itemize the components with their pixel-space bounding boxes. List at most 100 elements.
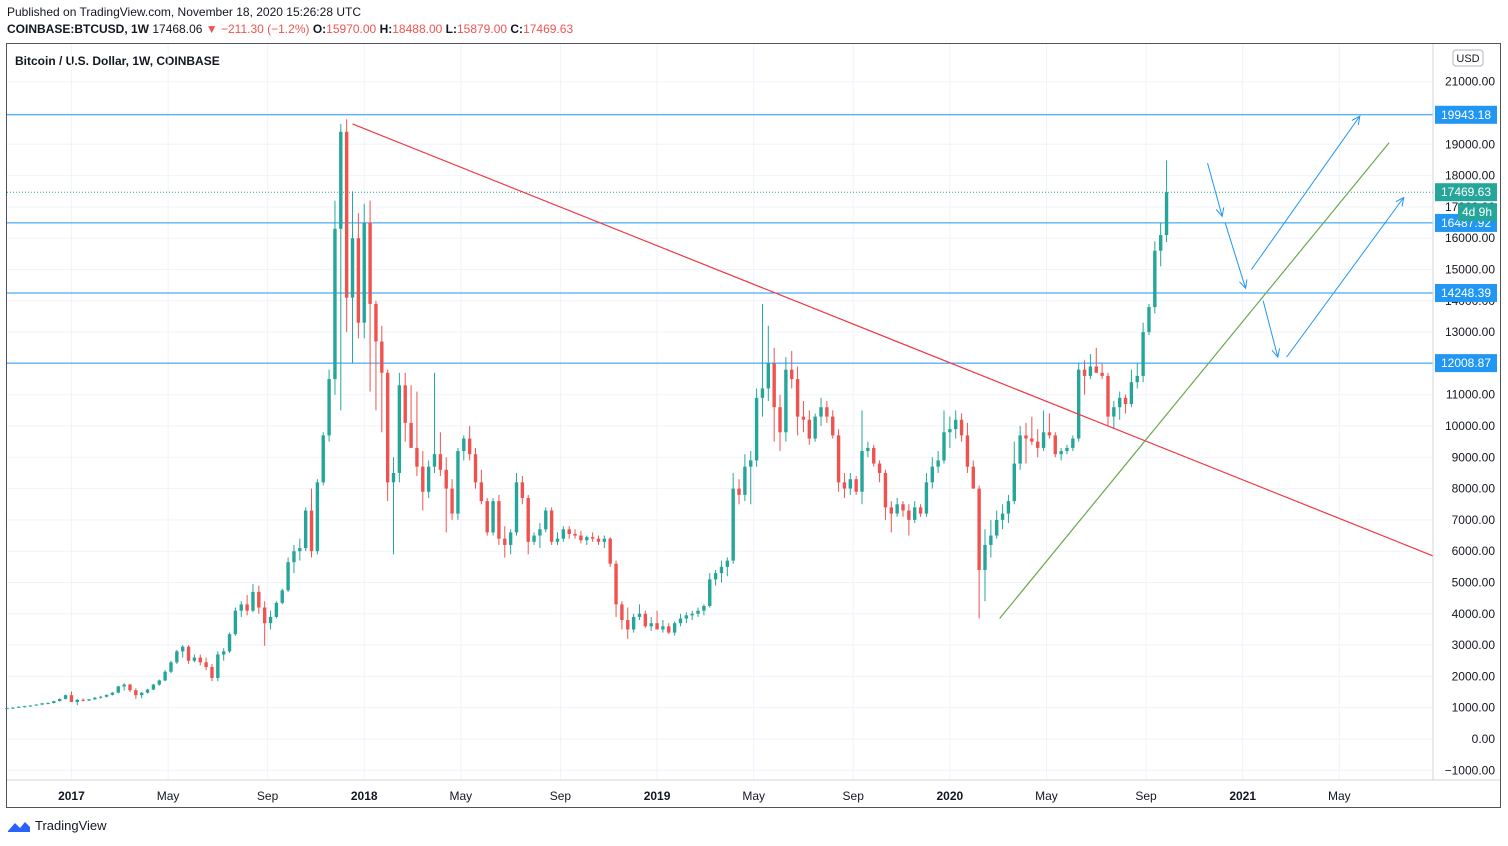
candle-body <box>69 695 74 703</box>
price-tick-label: 7000.00 <box>1452 513 1496 527</box>
candle-body <box>403 385 407 423</box>
low-value: 15879.00 <box>456 22 508 36</box>
level-badge <box>1435 354 1497 373</box>
price-tick-label: 11000.00 <box>1446 388 1495 402</box>
candle-body <box>918 507 923 514</box>
candle-body <box>11 707 15 709</box>
candle-body <box>473 454 478 483</box>
projection-arrow-line <box>1286 197 1405 358</box>
candle-body <box>913 507 917 520</box>
candle-body <box>1024 435 1028 439</box>
time-tick-label: May <box>1035 789 1058 803</box>
candle-body <box>333 228 337 380</box>
candle-body <box>813 416 817 439</box>
candle-body <box>684 615 689 619</box>
candle-body <box>848 479 853 489</box>
candle-body <box>415 447 419 467</box>
candle-body <box>75 699 79 703</box>
candle-body <box>608 538 612 564</box>
price-tick-label: −1000.00 <box>1445 763 1496 777</box>
candle-body <box>1053 435 1057 455</box>
candle-body <box>538 529 542 536</box>
candle-body <box>948 429 952 433</box>
time-axis[interactable]: 2017 May Sep 2018 May Sep 2019 May Sep 2020 May Sep… <box>58 789 1351 803</box>
candle-body <box>801 416 806 420</box>
candle-body <box>895 504 899 514</box>
candle-body <box>262 607 267 624</box>
candle-body <box>995 519 999 536</box>
candle-body <box>708 579 712 606</box>
candle-body <box>339 131 343 229</box>
candle-body <box>596 538 601 542</box>
chart-title: Bitcoin / U.S. Dollar, 1W, COINBASE <box>15 54 220 68</box>
footer-brand: TradingView <box>7 818 107 833</box>
level-badge <box>1435 284 1497 303</box>
candle-body <box>1065 447 1069 452</box>
candle-body <box>825 407 829 417</box>
candle-body <box>573 533 577 536</box>
candle-body <box>1059 451 1063 455</box>
price-axis[interactable]: 21000.0020000.0019000.0018000.0017000.00… <box>1445 75 1496 778</box>
candle-body <box>1135 375 1139 383</box>
candle-body <box>198 657 202 663</box>
candle-body <box>479 482 484 502</box>
candle-body <box>977 488 981 570</box>
open-label: O: <box>312 22 327 36</box>
candle-body <box>1153 250 1157 308</box>
time-tick-label: May <box>1328 789 1351 803</box>
candle-body <box>1164 192 1169 236</box>
candle-body <box>139 692 144 696</box>
tradingview-logo-icon <box>8 821 30 832</box>
candle-body <box>678 618 683 624</box>
projection-arrow-line <box>1207 162 1223 217</box>
candle-body <box>719 566 724 574</box>
price-tick-label: 15000.00 <box>1445 263 1495 277</box>
candle-body <box>186 646 191 661</box>
candle-body <box>17 706 21 708</box>
currency-badge[interactable]: USD <box>1452 49 1484 67</box>
candle-body <box>1094 366 1098 373</box>
candle-body <box>450 488 454 514</box>
price-tick-label: 18000.00 <box>1445 169 1495 183</box>
candle-body <box>626 620 630 630</box>
candle-body <box>1012 463 1016 502</box>
level-badge-label: 14248.39 <box>1441 286 1491 300</box>
close-label: C: <box>510 22 524 36</box>
trend-line-resistance <box>352 123 1434 557</box>
candle-body <box>116 686 120 693</box>
price-tick-label: 4000.00 <box>1452 607 1496 621</box>
time-tick-label: May <box>450 789 473 803</box>
candle-body <box>292 551 296 563</box>
candle-body <box>620 604 624 621</box>
candle-body <box>1071 438 1075 448</box>
candle-body <box>866 447 870 452</box>
price-tick-label: 9000.00 <box>1452 450 1496 464</box>
candle-body <box>204 662 208 668</box>
time-tick-label: 2020 <box>937 789 964 803</box>
candle-body <box>1141 332 1145 376</box>
candle-body <box>145 689 150 693</box>
price-tick-label: 19000.00 <box>1445 137 1495 151</box>
candle-body <box>233 610 238 635</box>
candle-body <box>983 544 987 570</box>
candle-body <box>380 341 384 373</box>
candle-body <box>1047 432 1052 436</box>
candle-body <box>883 472 888 508</box>
time-tick-label: Sep <box>843 789 865 803</box>
candle-body <box>210 667 214 678</box>
time-tick-label: 2019 <box>644 789 671 803</box>
candle-body <box>122 684 126 687</box>
candle-body <box>485 501 489 533</box>
candle-body <box>819 407 823 417</box>
projection-arrow-head <box>1239 279 1248 290</box>
level-badge <box>1435 105 1497 124</box>
price-tick-label: 10000.00 <box>1445 419 1495 433</box>
candle-body <box>731 488 735 561</box>
candle-body <box>637 613 642 617</box>
candle-body <box>754 397 759 461</box>
candle-body <box>52 701 56 704</box>
candle-body <box>1123 397 1128 405</box>
candle-body <box>327 379 331 436</box>
time-tick-label: Sep <box>550 789 572 803</box>
